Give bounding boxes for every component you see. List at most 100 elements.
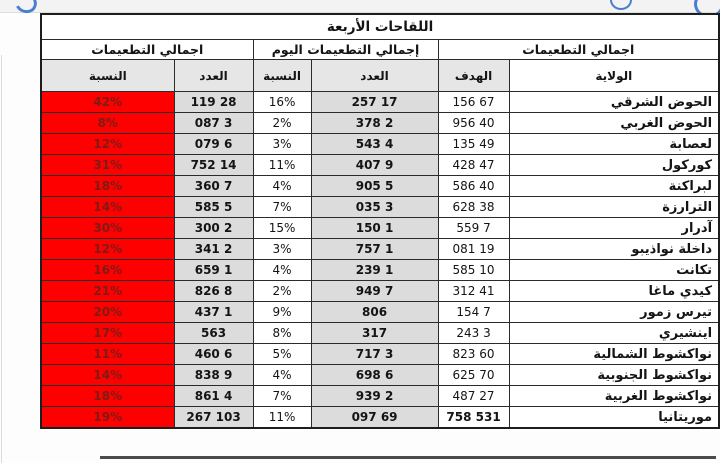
table-row: لبراكنة 40 586 5 905 4% 7 360 18%: [40, 175, 720, 197]
wilaya-cell: لعصابة: [508, 133, 720, 155]
column-header-total-pct: النسبة: [40, 59, 175, 92]
target-cell: 40 956: [437, 112, 510, 134]
column-header-today-count: العدد: [310, 59, 439, 92]
today-count-cell: 5 905: [310, 175, 439, 197]
today-pct-cell: 15%: [252, 217, 312, 239]
target-cell: 38 628: [437, 196, 510, 218]
total-count-cell: 3 087: [173, 112, 254, 134]
total-pct-cell: 21%: [40, 280, 175, 302]
table-row: تيرس زمور 7 154 806 9% 1 437 20%: [40, 301, 720, 323]
total-count-cell: 8 826: [173, 280, 254, 302]
wilaya-cell: لبراكنة: [508, 175, 720, 197]
target-cell: 47 428: [437, 154, 510, 176]
table-row: نواكشوط الغربية 27 487 2 939 7% 4 861 18%: [40, 385, 720, 407]
today-pct-cell: 7%: [252, 385, 312, 407]
today-count-cell: 6 698: [310, 364, 439, 386]
table-row: الحوض الغربي 40 956 2 378 2% 3 087 8%: [40, 112, 720, 134]
total-count-cell: 1 659: [173, 259, 254, 281]
total-pct-cell: 18%: [40, 175, 175, 197]
today-count-cell: 7 949: [310, 280, 439, 302]
column-header-total-count: العدد: [173, 59, 254, 92]
today-pct-cell: 4%: [252, 259, 312, 281]
group-header-overall-right: اجمالي التطعيمات: [437, 39, 720, 60]
today-pct-cell: 16%: [252, 91, 312, 113]
table-row: لعصابة 49 135 4 543 3% 6 079 12%: [40, 133, 720, 155]
total-count-cell: 1 437: [173, 301, 254, 323]
today-pct-cell: 3%: [252, 238, 312, 260]
wilaya-cell: تكانت: [508, 259, 720, 281]
total-pct-cell: 12%: [40, 238, 175, 260]
today-count-cell: 2 939: [310, 385, 439, 407]
total-pct-cell: 16%: [40, 259, 175, 281]
today-pct-cell: 7%: [252, 196, 312, 218]
target-cell: 60 823: [437, 343, 510, 365]
total-count-cell: 14 752: [173, 154, 254, 176]
total-count-cell: 4 861: [173, 385, 254, 407]
wilaya-cell: آدرار: [508, 217, 720, 239]
total-pct-cell: 18%: [40, 385, 175, 407]
table-title: اللقاحات الأربعة: [40, 13, 720, 40]
total-count-cell: 28 119: [173, 91, 254, 113]
today-count-cell: 806: [310, 301, 439, 323]
table-body: الحوض الشرقي 67 156 17 257 16% 28 119 42% الحو…: [40, 91, 720, 429]
total-count-cell: 7 360: [173, 175, 254, 197]
target-cell: 27 487: [437, 385, 510, 407]
total-pct-cell: 12%: [40, 133, 175, 155]
total-pct-cell: 11%: [40, 343, 175, 365]
wilaya-cell: كيدي ماغا: [508, 280, 720, 302]
today-pct-cell: 9%: [252, 301, 312, 323]
today-count-cell: 1 757: [310, 238, 439, 260]
today-pct-cell: 11%: [252, 406, 312, 429]
target-cell: 41 312: [437, 280, 510, 302]
column-header-wilaya: الولاية: [508, 59, 720, 92]
column-header-today-pct: النسبة: [252, 59, 312, 92]
today-pct-cell: 2%: [252, 112, 312, 134]
total-pct-cell: 20%: [40, 301, 175, 323]
total-count-cell: 5 585: [173, 196, 254, 218]
total-pct-cell: 30%: [40, 217, 175, 239]
total-row: موريتانيا 531 758 69 097 11% 103 267 19%: [40, 406, 720, 429]
wilaya-cell: نواكشوط الشمالية: [508, 343, 720, 365]
today-count-cell: 17 257: [310, 91, 439, 113]
table-row: نواكشوط الجنوبية 70 625 6 698 4% 9 838 14%: [40, 364, 720, 386]
today-pct-cell: 11%: [252, 154, 312, 176]
target-cell: 67 156: [437, 91, 510, 113]
wilaya-cell: الترارزة: [508, 196, 720, 218]
total-pct-cell: 17%: [40, 322, 175, 344]
total-pct-cell: 31%: [40, 154, 175, 176]
total-count-cell: 6 460: [173, 343, 254, 365]
wilaya-cell: كوركول: [508, 154, 720, 176]
bottom-divider: [100, 456, 716, 459]
target-cell: 19 081: [437, 238, 510, 260]
total-pct-cell: 42%: [40, 91, 175, 113]
today-count-cell: 3 035: [310, 196, 439, 218]
column-header-row: الولاية الهدف العدد النسبة العدد النسبة: [40, 59, 720, 92]
cropped-check-icon[interactable]: [12, 0, 40, 17]
table-row: نواكشوط الشمالية 60 823 3 717 5% 6 460 11%: [40, 343, 720, 365]
table-row: تكانت 10 585 1 239 4% 1 659 16%: [40, 259, 720, 281]
today-count-cell: 4 543: [310, 133, 439, 155]
group-header-overall-left: اجمالي التطعيمات: [40, 39, 254, 60]
target-cell: 40 586: [437, 175, 510, 197]
column-header-target: الهدف: [437, 59, 510, 92]
target-cell: 7 559: [437, 217, 510, 239]
today-count-cell: 2 378: [310, 112, 439, 134]
table-row: كيدي ماغا 41 312 7 949 2% 8 826 21%: [40, 280, 720, 302]
today-count-cell: 1 150: [310, 217, 439, 239]
table-row: الحوض الشرقي 67 156 17 257 16% 28 119 42%: [40, 91, 720, 113]
target-cell: 531 758: [437, 406, 510, 429]
group-header-today: إجمالي التطعيمات اليوم: [252, 39, 439, 60]
today-count-cell: 317: [310, 322, 439, 344]
total-count-cell: 6 079: [173, 133, 254, 155]
total-count-cell: 563: [173, 322, 254, 344]
wilaya-cell: اينشيري: [508, 322, 720, 344]
target-cell: 3 243: [437, 322, 510, 344]
today-pct-cell: 8%: [252, 322, 312, 344]
wilaya-cell: نواكشوط الغربية: [508, 385, 720, 407]
table-row: كوركول 47 428 9 407 11% 14 752 31%: [40, 154, 720, 176]
wilaya-cell: موريتانيا: [508, 406, 720, 429]
today-pct-cell: 4%: [252, 364, 312, 386]
top-strip: [0, 0, 720, 13]
target-cell: 7 154: [437, 301, 510, 323]
